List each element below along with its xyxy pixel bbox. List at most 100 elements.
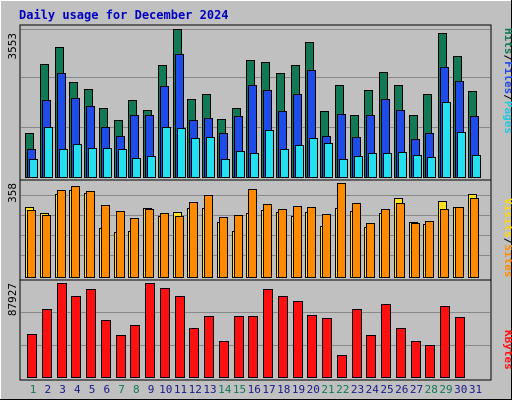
bar-kbytes-day-25 (381, 304, 391, 378)
bar-pages-day-10 (162, 127, 171, 178)
legend-visits-sites: Visits/Sites (502, 198, 512, 278)
y-max-label-kbytes: 87927 (6, 283, 19, 316)
x-label-day-18: 18 (277, 383, 290, 396)
x-label-day-17: 17 (262, 383, 275, 396)
bar-sites-day-8 (130, 218, 139, 278)
bar-pages-day-21 (324, 143, 333, 178)
x-label-day-27: 27 (410, 383, 423, 396)
bar-sites-day-4 (71, 186, 80, 278)
bar-kbytes-day-2 (42, 309, 52, 378)
legend-pages: Pages (502, 101, 512, 134)
bar-kbytes-day-1 (27, 334, 37, 378)
x-label-day-24: 24 (366, 383, 380, 396)
legend-hits-files-pages: Hits/Files/Pages (502, 28, 512, 134)
x-label-day-13: 13 (203, 383, 216, 396)
bar-sites-day-9 (145, 209, 154, 278)
x-label-day-25: 25 (380, 383, 393, 396)
bar-kbytes-day-29 (440, 306, 450, 378)
x-label-day-8: 8 (133, 383, 140, 396)
y-max-label-hits: 3553 (6, 33, 19, 60)
bar-sites-day-6 (101, 205, 110, 278)
bar-sites-day-19 (293, 206, 302, 278)
x-label-day-4: 4 (74, 383, 81, 396)
bar-kbytes-day-13 (204, 316, 214, 378)
bar-sites-day-13 (204, 195, 213, 278)
x-label-day-22: 22 (336, 383, 349, 396)
bar-pages-day-14 (221, 159, 230, 178)
bar-pages-day-8 (132, 158, 141, 178)
y-max-label-visits: 358 (6, 183, 19, 203)
bar-kbytes-day-10 (160, 288, 170, 378)
bar-kbytes-day-26 (396, 328, 406, 378)
bar-pages-day-24 (368, 153, 377, 178)
chart-title: Daily usage for December 2024 (19, 8, 229, 22)
bar-pages-day-23 (354, 156, 363, 178)
bar-sites-day-23 (352, 203, 361, 278)
bar-kbytes-day-12 (189, 328, 199, 378)
bar-sites-day-10 (160, 213, 169, 278)
bar-sites-day-25 (381, 209, 390, 278)
bar-pages-day-29 (442, 102, 451, 178)
bar-pages-day-15 (236, 151, 245, 178)
bar-sites-day-14 (219, 217, 228, 278)
bar-pages-day-19 (295, 145, 304, 178)
bar-kbytes-day-21 (322, 318, 332, 378)
bar-pages-day-1 (29, 159, 38, 178)
bar-kbytes-day-9 (145, 283, 155, 378)
bar-kbytes-day-7 (116, 335, 126, 378)
x-label-day-20: 20 (307, 383, 320, 396)
bar-sites-day-1 (27, 210, 36, 278)
legend-sep-3: / (502, 238, 512, 245)
x-label-day-12: 12 (189, 383, 202, 396)
x-label-day-30: 30 (454, 383, 467, 396)
bar-sites-day-22 (337, 183, 346, 278)
legend-files: Files (502, 61, 512, 94)
bar-pages-day-30 (457, 132, 466, 178)
bar-pages-day-3 (59, 149, 68, 178)
x-label-day-31: 31 (469, 383, 482, 396)
bar-sites-day-16 (248, 189, 257, 278)
bar-kbytes-day-5 (86, 289, 96, 378)
bar-sites-day-2 (42, 215, 51, 278)
bar-sites-day-29 (440, 209, 449, 278)
legend-sep-1: / (502, 55, 512, 62)
bar-sites-day-26 (396, 203, 405, 278)
x-label-day-15: 15 (233, 383, 246, 396)
bar-pages-day-25 (383, 153, 392, 178)
bar-kbytes-day-3 (57, 283, 67, 378)
bar-sites-day-31 (470, 198, 479, 278)
x-axis-labels: 1 2 3 4 5 6 7 8 9 10 11 12 13 14 15 16 17 18 19 20 21 22 23 24 2… (30, 383, 482, 396)
bar-kbytes-day-23 (352, 309, 362, 378)
bar-kbytes-day-27 (411, 341, 421, 378)
bar-pages-day-2 (44, 127, 53, 178)
bar-sites-day-7 (116, 211, 125, 278)
x-label-day-19: 19 (292, 383, 305, 396)
bar-sites-day-17 (263, 204, 272, 278)
bar-pages-day-26 (398, 152, 407, 178)
bar-sites-day-3 (57, 190, 66, 278)
bar-sites-day-28 (425, 221, 434, 278)
bar-pages-day-20 (309, 138, 318, 178)
bar-pages-day-18 (280, 149, 289, 178)
bar-kbytes-day-17 (263, 289, 273, 378)
bar-sites-day-30 (455, 207, 464, 278)
bar-kbytes-day-18 (278, 296, 288, 378)
x-label-day-23: 23 (351, 383, 364, 396)
bar-sites-day-21 (322, 214, 331, 278)
x-label-day-11: 11 (174, 383, 187, 396)
bar-pages-day-7 (118, 149, 127, 178)
bar-kbytes-day-30 (455, 317, 465, 378)
x-label-day-7: 7 (118, 383, 125, 396)
x-label-day-16: 16 (248, 383, 261, 396)
bar-kbytes-day-6 (101, 320, 111, 378)
x-label-day-14: 14 (218, 383, 232, 396)
x-label-day-1: 1 (30, 383, 37, 396)
bar-kbytes-day-14 (219, 341, 229, 378)
bar-kbytes-day-22 (337, 355, 347, 378)
bar-pages-day-11 (177, 128, 186, 178)
bar-pages-day-5 (88, 148, 97, 178)
bar-pages-day-28 (427, 157, 436, 178)
bar-pages-day-6 (103, 148, 112, 178)
legend-kbytes: KBytes (502, 330, 512, 370)
